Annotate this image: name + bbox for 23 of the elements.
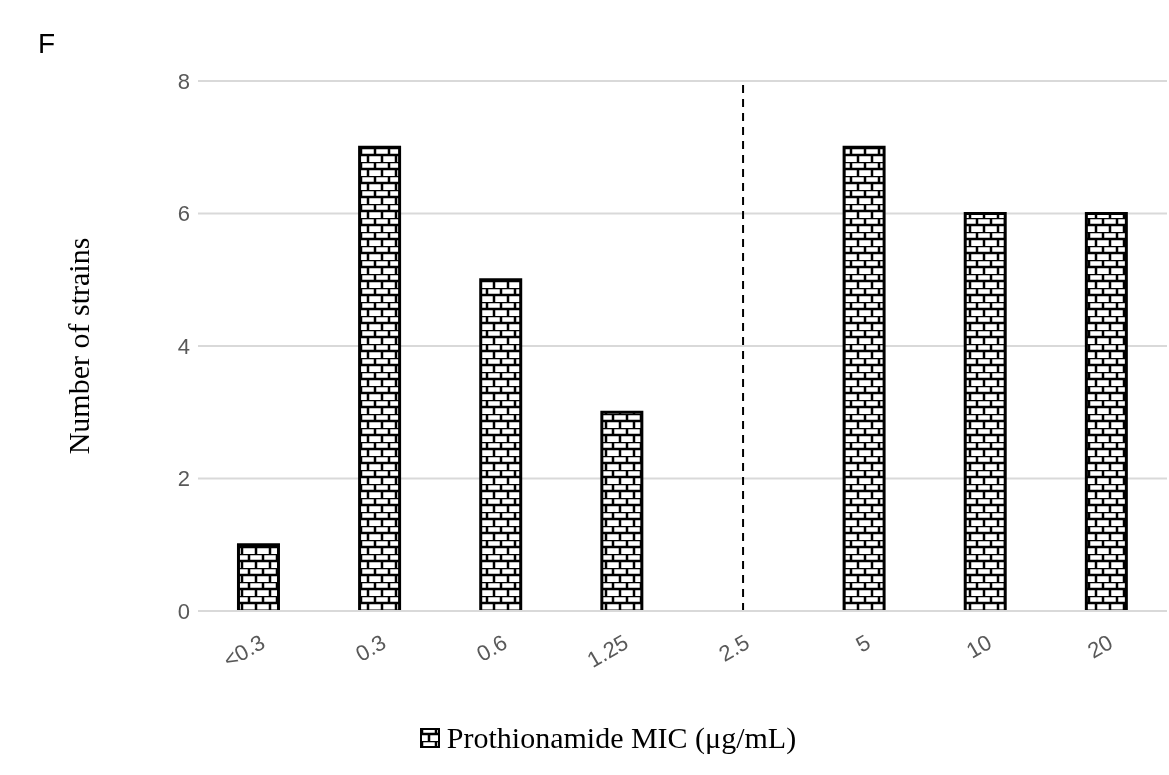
x-tick-label: 5	[851, 629, 875, 658]
x-tick-label: 0.6	[472, 629, 512, 667]
y-tick-label: 4	[177, 333, 190, 359]
x-tick-label: 1.25	[582, 629, 633, 673]
bar	[600, 410, 644, 611]
chart-title: F	[38, 28, 56, 60]
y-tick-label: 0	[177, 598, 190, 624]
text: Prothionamide MIC (μg/mL)	[446, 721, 797, 755]
y-tick-label: 2	[177, 466, 190, 492]
y-tick-label: 6	[177, 201, 190, 227]
x-tick-label: 20	[1083, 629, 1117, 664]
x-tick-label: 0.3	[351, 629, 391, 667]
bar	[479, 278, 523, 611]
bar	[236, 543, 280, 611]
bar	[358, 145, 402, 611]
x-tick-label: 2.5	[714, 629, 754, 667]
y-axis-title: Number of strains	[61, 237, 95, 455]
x-tick-label: 10	[962, 629, 996, 664]
bar	[963, 212, 1007, 611]
bar	[842, 145, 886, 611]
x-tick-label: <0.3	[218, 629, 270, 673]
y-tick-label: 8	[177, 68, 190, 94]
bar	[1084, 212, 1128, 611]
